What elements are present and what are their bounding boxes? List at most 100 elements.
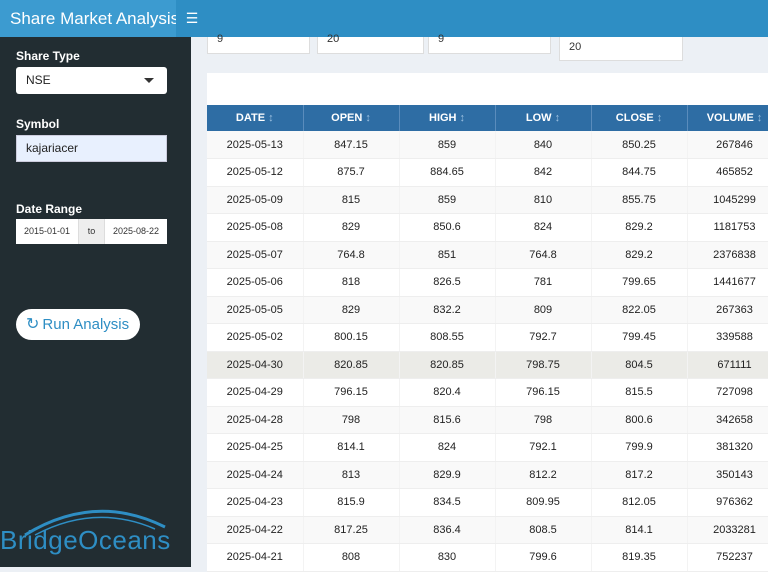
param-input-4[interactable]: 20 bbox=[559, 37, 683, 61]
price-table: DATE ↕ OPEN ↕ HIGH ↕ LOW ↕ CLOSE ↕ VOLUME ↕ 20… bbox=[207, 105, 768, 572]
cell-high: 851 bbox=[399, 241, 496, 269]
table-row[interactable]: 2025-04-22 817.25 836.4 808.5 814.1 2033281 bbox=[207, 516, 768, 544]
cell-date: 2025-05-13 bbox=[207, 131, 304, 159]
cell-close: 829.2 bbox=[591, 213, 688, 242]
share-type-select[interactable]: NSE bbox=[16, 67, 167, 94]
cell-close: 812.05 bbox=[591, 488, 688, 517]
cell-close: 799.9 bbox=[591, 433, 688, 462]
share-type-label: Share Type bbox=[16, 49, 80, 63]
cell-date: 2025-04-22 bbox=[207, 516, 304, 544]
cell-high: 832.2 bbox=[399, 296, 496, 324]
cell-high: 859 bbox=[399, 131, 496, 159]
cell-volume: 1045299 bbox=[687, 186, 768, 214]
cell-low: 792.1 bbox=[495, 433, 592, 462]
table-row[interactable]: 2025-05-09 815 859 810 855.75 1045299 bbox=[207, 186, 768, 214]
cell-high: 829.9 bbox=[399, 461, 496, 489]
date-to-input[interactable]: 2025-08-22 bbox=[112, 226, 160, 236]
table-row[interactable]: 2025-05-02 800.15 808.55 792.7 799.45 339588 bbox=[207, 323, 768, 352]
cell-close: 817.2 bbox=[591, 461, 688, 489]
cell-date: 2025-05-12 bbox=[207, 158, 304, 187]
param-input-3[interactable]: 9 bbox=[428, 34, 551, 54]
column-header-close[interactable]: CLOSE ↕ bbox=[591, 105, 688, 131]
cell-close: 822.05 bbox=[591, 296, 688, 324]
cell-high: 884.65 bbox=[399, 158, 496, 187]
cell-volume: 381320 bbox=[687, 433, 768, 462]
cell-volume: 727098 bbox=[687, 378, 768, 407]
cell-date: 2025-04-25 bbox=[207, 433, 304, 462]
cell-high: 815.6 bbox=[399, 406, 496, 434]
cell-low: 840 bbox=[495, 131, 592, 159]
cell-date: 2025-04-29 bbox=[207, 378, 304, 407]
date-from-input[interactable]: 2015-01-01 bbox=[23, 226, 71, 236]
table-row[interactable]: 2025-04-24 813 829.9 812.2 817.2 350143 bbox=[207, 461, 768, 489]
param-input-1[interactable]: 9 bbox=[207, 34, 310, 54]
cell-date: 2025-05-08 bbox=[207, 213, 304, 242]
cell-high: 820.4 bbox=[399, 378, 496, 407]
table-row[interactable]: 2025-04-29 796.15 820.4 796.15 815.5 727098 bbox=[207, 378, 768, 407]
date-range-input: 2015-01-01 to 2025-08-22 bbox=[16, 219, 167, 244]
table-row[interactable]: 2025-05-06 818 826.5 781 799.65 1441677 bbox=[207, 268, 768, 297]
column-header-date[interactable]: DATE ↕ bbox=[207, 105, 304, 131]
cell-date: 2025-04-24 bbox=[207, 461, 304, 489]
cell-date: 2025-05-06 bbox=[207, 268, 304, 297]
cell-open: 829 bbox=[303, 296, 400, 324]
sort-icon: ↕ bbox=[268, 112, 274, 124]
table-row[interactable]: 2025-04-28 798 815.6 798 800.6 342658 bbox=[207, 406, 768, 434]
cell-open: 813 bbox=[303, 461, 400, 489]
date-separator: to bbox=[78, 219, 105, 244]
cell-volume: 671111 bbox=[687, 351, 768, 379]
param-input-2[interactable]: 20 bbox=[317, 34, 424, 54]
symbol-label: Symbol bbox=[16, 117, 60, 131]
cell-low: 842 bbox=[495, 158, 592, 187]
table-row[interactable]: 2025-04-30 820.85 820.85 798.75 804.5 671111 bbox=[207, 351, 768, 379]
table-row[interactable]: 2025-04-21 808 830 799.6 819.35 752237 bbox=[207, 543, 768, 572]
column-header-high[interactable]: HIGH ↕ bbox=[399, 105, 496, 131]
cell-open: 817.25 bbox=[303, 516, 400, 544]
table-header-row: DATE ↕ OPEN ↕ HIGH ↕ LOW ↕ CLOSE ↕ VOLUME ↕ bbox=[207, 105, 768, 131]
table-row[interactable]: 2025-05-08 829 850.6 824 829.2 1181753 bbox=[207, 213, 768, 242]
cell-low: 810 bbox=[495, 186, 592, 214]
cell-low: 824 bbox=[495, 213, 592, 242]
symbol-input[interactable]: kajariacer bbox=[16, 135, 167, 162]
cell-volume: 2033281 bbox=[687, 516, 768, 544]
cell-date: 2025-05-05 bbox=[207, 296, 304, 324]
run-analysis-button[interactable]: ↻ Run Analysis bbox=[16, 309, 140, 340]
cell-open: 798 bbox=[303, 406, 400, 434]
refresh-icon: ↻ bbox=[26, 316, 40, 333]
sidebar: Share Type NSE Symbol kajariacer Date Ra… bbox=[0, 37, 191, 567]
app-title: Share Market Analysis bbox=[0, 0, 176, 37]
cell-close: 850.25 bbox=[591, 131, 688, 159]
sort-icon: ↕ bbox=[554, 112, 561, 124]
cell-low: 809 bbox=[495, 296, 592, 324]
cell-close: 829.2 bbox=[591, 241, 688, 269]
cell-open: 829 bbox=[303, 213, 400, 242]
cell-low: 764.8 bbox=[495, 241, 592, 269]
column-header-volume[interactable]: VOLUME ↕ bbox=[687, 105, 768, 131]
table-row[interactable]: 2025-05-07 764.8 851 764.8 829.2 2376838 bbox=[207, 241, 768, 269]
cell-date: 2025-05-07 bbox=[207, 241, 304, 269]
logo-text: BridgeOceans bbox=[0, 525, 171, 555]
cell-date: 2025-04-30 bbox=[207, 351, 304, 379]
table-row[interactable]: 2025-05-12 875.7 884.65 842 844.75 465852 bbox=[207, 158, 768, 187]
table-row[interactable]: 2025-04-23 815.9 834.5 809.95 812.05 976362 bbox=[207, 488, 768, 517]
cell-date: 2025-04-21 bbox=[207, 543, 304, 572]
cell-low: 809.95 bbox=[495, 488, 592, 517]
cell-low: 798 bbox=[495, 406, 592, 434]
cell-close: 815.5 bbox=[591, 378, 688, 407]
hamburger-icon[interactable]: ☰ bbox=[185, 10, 199, 26]
cell-open: 814.1 bbox=[303, 433, 400, 462]
column-header-open[interactable]: OPEN ↕ bbox=[303, 105, 400, 131]
table-row[interactable]: 2025-04-25 814.1 824 792.1 799.9 381320 bbox=[207, 433, 768, 462]
table-row[interactable]: 2025-05-13 847.15 859 840 850.25 267846 bbox=[207, 131, 768, 159]
cell-open: 875.7 bbox=[303, 158, 400, 187]
cell-high: 834.5 bbox=[399, 488, 496, 517]
cell-high: 826.5 bbox=[399, 268, 496, 297]
cell-volume: 339588 bbox=[687, 323, 768, 352]
cell-volume: 465852 bbox=[687, 158, 768, 187]
cell-volume: 1441677 bbox=[687, 268, 768, 297]
top-header: Share Market Analysis ☰ bbox=[0, 0, 768, 37]
table-row[interactable]: 2025-05-05 829 832.2 809 822.05 267363 bbox=[207, 296, 768, 324]
cell-close: 814.1 bbox=[591, 516, 688, 544]
cell-low: 792.7 bbox=[495, 323, 592, 352]
column-header-low[interactable]: LOW ↕ bbox=[495, 105, 592, 131]
